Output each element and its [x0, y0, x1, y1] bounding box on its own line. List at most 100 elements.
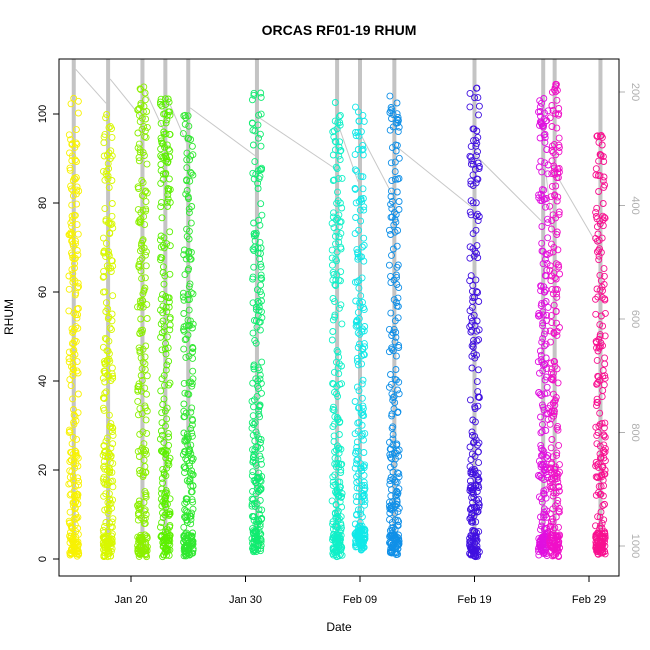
rhum-point	[394, 508, 402, 516]
pressure-band	[335, 59, 340, 552]
rhum-point	[74, 409, 82, 417]
rhum-point	[74, 305, 82, 312]
rhum-point	[360, 462, 368, 470]
rhum-point	[67, 100, 75, 108]
rhum-point	[335, 515, 343, 523]
rhum-point	[250, 175, 258, 183]
rhum-point	[157, 119, 165, 127]
rhum-points-layer	[65, 80, 609, 561]
rhum-point	[472, 212, 480, 220]
rhum-point	[594, 372, 602, 380]
rhum-point	[469, 160, 477, 168]
rhum-point	[258, 358, 266, 366]
rhum-point	[598, 519, 606, 527]
rhum-point	[329, 316, 337, 324]
rhum-point	[468, 342, 476, 350]
rhum-point	[163, 529, 171, 537]
rhum-point	[544, 234, 552, 242]
rhum-point	[552, 88, 560, 96]
rhum-point	[72, 417, 80, 425]
rhum-point	[329, 268, 337, 276]
y-tick-label: 0	[37, 556, 49, 562]
rhum-point	[548, 436, 556, 443]
rhum-point	[387, 159, 395, 167]
rhum-point	[137, 241, 145, 249]
rhum-point	[161, 511, 169, 519]
rhum-point	[548, 225, 555, 233]
rhum-point	[189, 367, 197, 375]
rhum-point	[159, 448, 167, 456]
rhum-point	[187, 378, 195, 386]
rhum-point	[353, 383, 361, 391]
rhum-point	[75, 477, 83, 485]
rhum-point	[185, 445, 193, 453]
x-tick-label: Jan 30	[229, 594, 262, 606]
rhum-point	[102, 437, 110, 445]
rhum-point	[469, 230, 477, 238]
rhum-point	[548, 147, 556, 154]
rhum-point	[158, 485, 166, 493]
plot-frame	[58, 58, 620, 577]
rhum-point	[68, 249, 75, 257]
rhum-point	[551, 524, 559, 532]
rhum-point	[188, 470, 195, 478]
rhum-point	[156, 236, 164, 244]
rhum-point	[546, 483, 554, 490]
rhum-point	[180, 296, 188, 304]
rhum-point	[185, 227, 193, 235]
rhum-point	[185, 531, 193, 539]
rhum-point	[137, 327, 145, 335]
rhum-point	[540, 299, 548, 307]
rhum-point	[71, 291, 79, 299]
rhum-point	[595, 236, 603, 244]
rhum-point	[474, 393, 482, 401]
rhum-point	[466, 152, 474, 160]
rhum-point	[140, 547, 147, 555]
rhum-point	[105, 350, 113, 358]
rhum-point	[552, 286, 560, 294]
rhum-point	[142, 541, 150, 549]
rhum-point	[592, 208, 600, 216]
rhum-point	[99, 273, 107, 281]
rhum-point	[158, 431, 166, 439]
rhum-point	[165, 298, 173, 306]
rhum-point	[258, 506, 266, 514]
rhum-point	[551, 84, 559, 92]
rhum-point	[355, 531, 362, 539]
rhum-point	[469, 340, 477, 348]
rhum-point	[135, 380, 143, 388]
rhum-point	[338, 320, 346, 328]
rhum-point	[101, 288, 109, 296]
rhum-point	[469, 468, 477, 476]
rhum-point	[257, 263, 265, 271]
rhum-point	[104, 250, 112, 258]
rhum-point	[473, 84, 480, 92]
rhum-point	[74, 462, 82, 470]
rhum-point	[180, 345, 188, 353]
rhum-point	[542, 427, 550, 434]
rhum-point	[542, 494, 550, 502]
rhum-point	[101, 546, 109, 554]
rhum-point	[184, 331, 192, 339]
rhum-point	[336, 478, 344, 486]
rhum-point	[187, 408, 195, 416]
rhum-point	[593, 204, 601, 212]
rhum-point	[393, 242, 401, 250]
rhum-point	[99, 539, 107, 546]
rhum-point	[359, 405, 367, 413]
rhum-point	[189, 545, 197, 553]
rhum-point	[74, 538, 82, 546]
rhum-point	[596, 151, 604, 158]
rhum-point	[542, 373, 550, 381]
rhum-point	[360, 241, 368, 249]
rhum-point	[100, 152, 108, 160]
rhum-point	[328, 246, 336, 254]
rhum-point	[359, 411, 367, 419]
rhum-point	[395, 378, 403, 386]
rhum-point	[138, 296, 146, 304]
rhum-point	[553, 499, 561, 507]
rhum-point	[330, 406, 338, 414]
rhum-point	[394, 128, 402, 136]
rhum-point	[555, 144, 563, 151]
rhum-point	[391, 175, 399, 183]
